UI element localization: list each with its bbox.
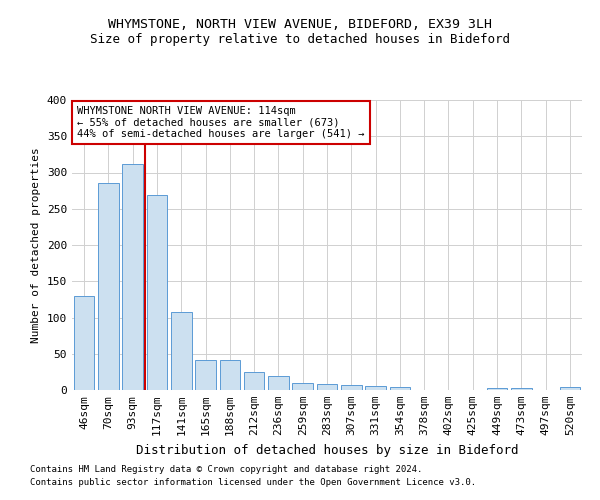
Bar [389,387,410,390]
Bar [195,360,216,390]
Text: WHYMSTONE NORTH VIEW AVENUE: 114sqm
← 55% of detached houses are smaller (673)
4: WHYMSTONE NORTH VIEW AVENUE: 114sqm ← 55… [77,106,365,139]
Bar [98,184,119,390]
Bar [146,195,167,390]
Bar [487,388,508,390]
Bar [292,383,313,390]
Bar [220,360,240,390]
Text: Contains HM Land Registry data © Crown copyright and database right 2024.: Contains HM Land Registry data © Crown c… [30,466,422,474]
Bar [511,388,532,390]
Bar [122,164,143,390]
Text: WHYMSTONE, NORTH VIEW AVENUE, BIDEFORD, EX39 3LH: WHYMSTONE, NORTH VIEW AVENUE, BIDEFORD, … [108,18,492,30]
Bar [560,387,580,390]
Bar [341,385,362,390]
Bar [365,386,386,390]
Text: Size of property relative to detached houses in Bideford: Size of property relative to detached ho… [90,32,510,46]
Bar [171,312,191,390]
Bar [244,372,265,390]
X-axis label: Distribution of detached houses by size in Bideford: Distribution of detached houses by size … [136,444,518,456]
Bar [268,376,289,390]
Bar [74,296,94,390]
Text: Contains public sector information licensed under the Open Government Licence v3: Contains public sector information licen… [30,478,476,487]
Y-axis label: Number of detached properties: Number of detached properties [31,147,41,343]
Bar [317,384,337,390]
